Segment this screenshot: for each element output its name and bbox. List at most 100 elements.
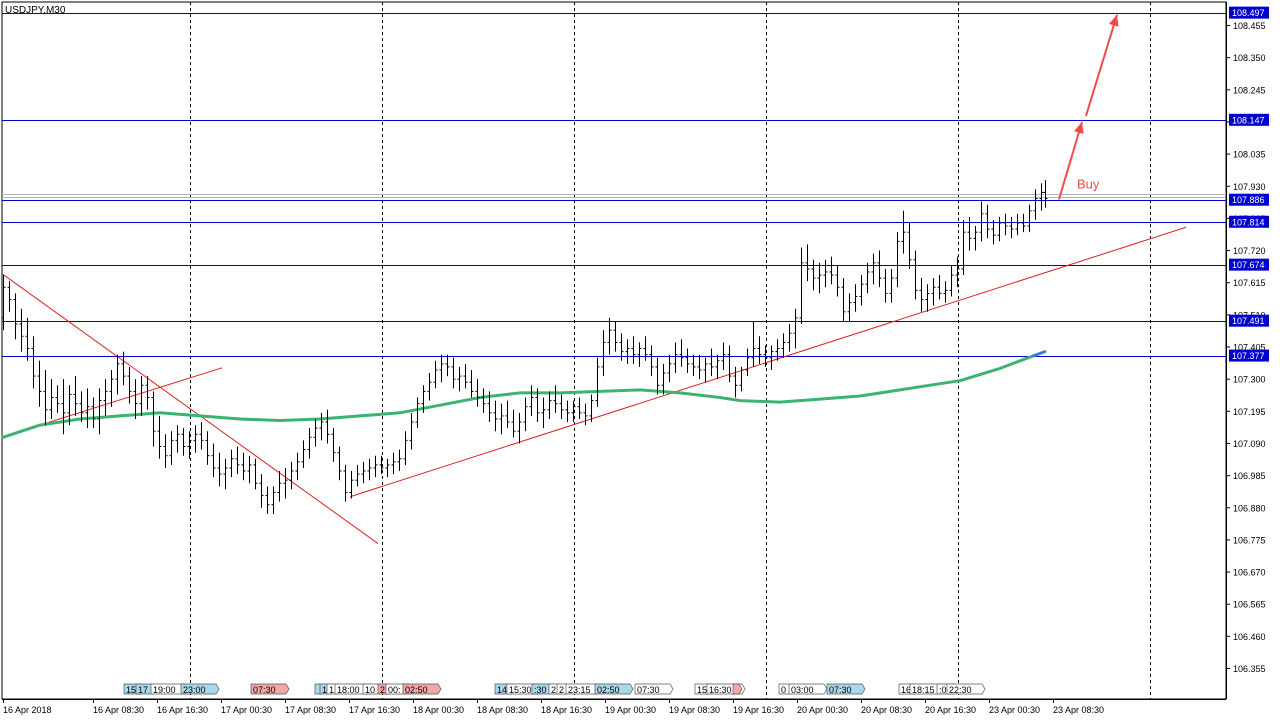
ohlc-bar [565,400,570,423]
ohlc-bar [217,452,222,487]
ohlc-bar [655,357,660,395]
event-marker-text: 0 [781,685,786,695]
time-tick-label: 18 Apr 08:30 [477,705,528,715]
event-marker: 07:30 [634,683,674,695]
time-tick-label: 20 Apr 16:30 [925,705,976,715]
ohlc-bar [835,265,840,297]
price-tick-label: 107.615 [1233,278,1266,288]
event-marker-tag [402,683,442,695]
ohlc-bar [475,379,480,407]
ohlc-bar [325,409,330,444]
level-price-tag-text: 107.886 [1232,195,1265,205]
ohlc-bar [517,412,522,444]
ohlc-bar [625,339,630,364]
ohlc-bar [1043,180,1048,208]
ohlc-bar [115,354,120,395]
event-marker-text: 15 [697,685,707,695]
ohlc-bar [985,204,990,239]
ohlc-bar [511,409,516,438]
ohlc-bar [805,244,810,282]
ohlc-bar [757,336,762,364]
level-price-tag-bg [1229,193,1269,206]
time-tick-label: 18 Apr 00:30 [413,705,464,715]
ohlc-bar [421,385,426,413]
ohlc-bar [583,403,588,426]
ohlc-bar [493,400,498,432]
event-marker-tag [594,683,634,695]
ohlc-bar [607,317,612,355]
ohlc-bar [619,333,624,361]
ohlc-bar [193,425,198,453]
price-tick-label: 106.355 [1233,664,1266,674]
level-price-tag-text: 108.147 [1232,115,1265,125]
ohlc-bar [187,431,192,459]
ohlc-bar [163,434,168,468]
level-price-tag-text: 107.674 [1232,260,1265,270]
ohlc-bar [853,284,858,312]
trendline [2,274,379,544]
moving-average-line [1,350,1047,439]
ohlc-bar [589,394,594,423]
time-tick-label: 18 Apr 16:30 [541,705,592,715]
level-price-tag: 107.886 [1229,193,1269,206]
time-tick-label: 19 Apr 16:30 [733,705,784,715]
ohlc-bar [715,354,720,380]
ohlc-bar [733,366,738,398]
ohlc-bar [79,391,84,423]
candles [1,180,1048,514]
event-marker-text: 17 [138,685,148,695]
ohlc-bar [415,397,420,429]
ohlc-bar [37,360,42,407]
ohlc-bar [337,446,342,481]
ohlc-bar [877,250,882,288]
ohlc-bar [1021,213,1026,233]
event-marker-text: 16 [901,685,911,695]
event-marker-tag [732,683,743,695]
ohlc-bar [793,308,798,349]
ohlc-bar [169,431,174,465]
price-axis: 108.455108.350108.245108.140108.035107.9… [1226,2,1269,699]
event-marker-text: 10 [365,685,375,695]
ohlc-bar [727,345,732,383]
ohlc-bar [937,275,942,300]
ohlc-bar [49,379,54,419]
ohlc-bar [751,320,756,367]
ohlc-bar [139,376,144,416]
ohlc-bar [97,388,102,435]
ohlc-bar [385,458,390,478]
level-price-tag-bg [1229,6,1269,19]
ohlc-bar [1027,204,1032,233]
ohlc-bar [439,354,444,383]
ohlc-bar [481,388,486,413]
time-tick-label: 20 Apr 00:30 [797,705,848,715]
ohlc-bar [145,376,150,410]
price-tick-label: 106.985 [1233,471,1266,481]
ohlc-bar [127,366,132,404]
level-price-tag: 107.674 [1229,258,1269,271]
ohlc-bar [211,443,216,478]
moving-average [1,350,1047,439]
ohlc-bar [943,281,948,303]
price-tick-label: 108.350 [1233,53,1266,63]
event-marker-text: 03:00 [791,685,814,695]
event-marker: 23:00 [180,683,220,695]
ohlc-bar [697,354,702,380]
level-price-tag-text: 107.814 [1232,217,1265,227]
event-marker-text: 22:30 [949,685,972,695]
event-marker: 22:30 [946,683,986,695]
event-marker: 03:00 [788,683,828,695]
symbol-label: USDJPY,M30 [5,5,66,16]
time-tick-label: 17 Apr 00:30 [221,705,272,715]
ohlc-bar [829,256,834,285]
ohlc-bar [577,397,582,419]
ohlc-bar [529,385,534,416]
ohlc-bar [13,293,18,340]
ohlc-bar [427,373,432,401]
trendline [349,226,1187,498]
event-marker-text: 14 [497,685,507,695]
price-tick-label: 107.720 [1233,246,1266,256]
event-marker-text: 2 [551,685,556,695]
event-marker: 07:30 [250,683,290,695]
